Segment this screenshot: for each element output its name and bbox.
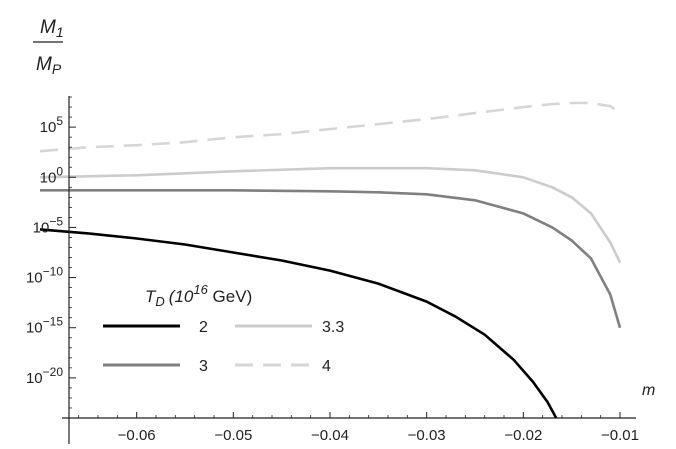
x-tick-label: −0.01	[601, 427, 639, 444]
y-tick-label: 10−5	[33, 214, 64, 236]
series-line-2	[39, 228, 558, 419]
axes-layer: −0.06 −0.05 −0.04 −0.03 −0.02 −0.01 105 100 10−5…	[26, 96, 639, 444]
y-tick-label: 100	[40, 164, 64, 186]
x-tick-label: −0.04	[311, 427, 349, 444]
y-tick-label: 10−15	[26, 315, 63, 337]
series-layer	[39, 101, 622, 419]
legend-label-2: 2	[199, 319, 208, 336]
series-line-3-3	[39, 166, 622, 264]
x-tick-label: −0.06	[118, 427, 156, 444]
x-tick-label: −0.02	[504, 427, 542, 444]
y-label-numerator: M1	[40, 17, 64, 40]
y-tick-label: 10−10	[26, 265, 63, 287]
series-line-4	[39, 101, 621, 153]
y-label-denominator: MP	[36, 54, 62, 77]
legend-label-3-3: 3.3	[322, 319, 344, 336]
x-tick-label: −0.05	[214, 427, 252, 444]
legend-label-3: 3	[199, 358, 208, 375]
series-line-3	[40, 189, 622, 329]
y-tick-label: 10−20	[26, 365, 63, 387]
x-tick-label: −0.03	[408, 427, 446, 444]
legend: TD (1016 GeV) 2 3.3 3 4	[103, 282, 344, 375]
y-tick-label: 105	[40, 114, 64, 136]
y-axis-label: M1 MP	[33, 17, 64, 77]
x-axis-label: m	[642, 382, 655, 399]
legend-label-4: 4	[322, 358, 331, 375]
legend-title: TD (1016 GeV)	[145, 282, 252, 309]
